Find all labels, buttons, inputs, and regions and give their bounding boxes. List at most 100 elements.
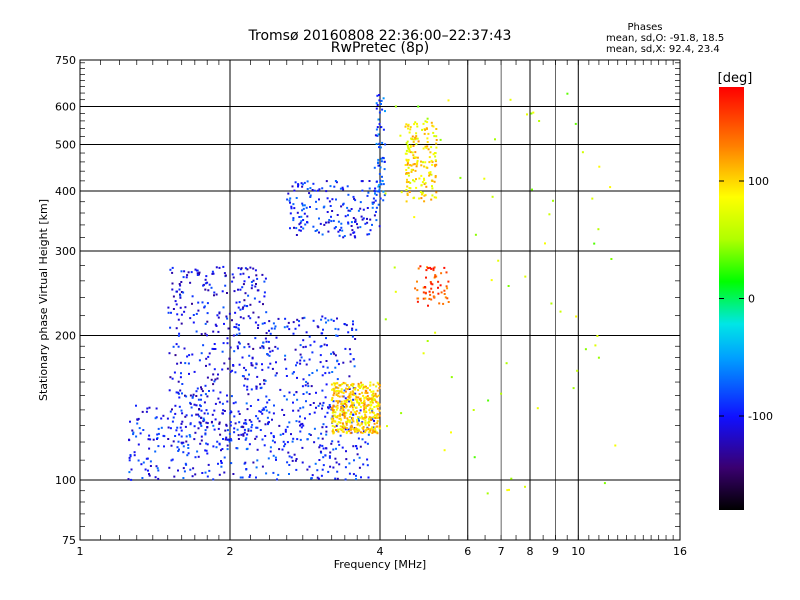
data-point xyxy=(232,473,235,475)
data-point xyxy=(362,463,365,466)
data-point xyxy=(399,134,402,137)
data-point xyxy=(193,438,196,441)
data-point xyxy=(237,267,240,270)
data-point xyxy=(211,272,214,275)
data-point xyxy=(321,187,324,190)
data-point xyxy=(272,322,275,325)
data-point xyxy=(346,384,349,386)
data-point xyxy=(242,433,245,436)
data-point xyxy=(380,183,383,186)
data-point xyxy=(334,429,337,431)
data-point xyxy=(423,194,426,197)
data-point xyxy=(381,108,384,111)
data-point xyxy=(319,450,322,453)
data-point xyxy=(312,319,315,322)
data-point xyxy=(217,462,219,465)
data-point xyxy=(435,191,438,194)
data-point xyxy=(246,378,249,381)
data-point xyxy=(308,335,311,338)
data-point xyxy=(347,409,350,412)
data-point xyxy=(267,366,270,369)
data-point xyxy=(424,291,427,294)
data-point xyxy=(375,425,378,428)
data-point xyxy=(349,360,352,363)
data-point xyxy=(298,420,301,423)
data-point xyxy=(292,371,295,374)
data-point xyxy=(377,118,380,121)
data-point xyxy=(377,394,380,397)
data-point xyxy=(372,197,375,200)
data-point xyxy=(238,332,241,335)
data-point xyxy=(254,269,257,272)
data-point xyxy=(299,353,302,356)
data-point xyxy=(200,439,203,442)
data-point xyxy=(261,465,264,468)
data-point xyxy=(332,382,335,385)
data-point xyxy=(328,371,331,374)
data-point xyxy=(301,204,304,207)
data-point xyxy=(355,474,357,477)
data-point xyxy=(274,325,277,328)
data-point xyxy=(213,368,216,371)
data-point xyxy=(334,226,337,228)
data-point xyxy=(247,315,250,318)
data-point xyxy=(169,326,172,329)
data-point xyxy=(270,327,273,330)
data-point xyxy=(195,269,198,272)
data-point xyxy=(191,396,194,399)
data-point xyxy=(353,411,356,414)
data-point xyxy=(358,386,361,389)
data-point xyxy=(336,407,339,410)
data-point xyxy=(247,428,250,431)
data-point xyxy=(235,323,238,326)
data-point xyxy=(204,332,207,335)
data-point xyxy=(302,227,305,230)
data-point xyxy=(306,438,309,441)
data-point xyxy=(128,471,131,474)
data-point xyxy=(377,416,380,419)
data-point xyxy=(238,324,240,327)
data-point xyxy=(197,301,200,304)
data-point xyxy=(353,427,356,429)
data-point xyxy=(170,311,172,314)
data-point xyxy=(129,420,131,423)
data-point xyxy=(428,290,431,293)
y-tick-label: 200 xyxy=(55,330,76,343)
data-point xyxy=(378,190,381,193)
data-point xyxy=(190,414,193,417)
data-point xyxy=(491,195,494,198)
data-point xyxy=(226,400,229,403)
data-point xyxy=(432,291,434,294)
data-point xyxy=(323,205,326,208)
data-point xyxy=(410,170,413,173)
data-point xyxy=(510,477,513,480)
data-point xyxy=(206,443,209,446)
data-point xyxy=(229,424,232,427)
data-point xyxy=(330,318,333,321)
data-point xyxy=(259,410,262,413)
data-point xyxy=(371,398,374,401)
data-point xyxy=(472,409,475,411)
data-point xyxy=(255,415,258,418)
data-point xyxy=(166,417,169,420)
data-point xyxy=(355,428,358,430)
data-point xyxy=(331,409,334,412)
data-point xyxy=(248,345,251,348)
data-point xyxy=(284,443,287,446)
data-point xyxy=(222,306,225,309)
data-point xyxy=(196,274,199,276)
data-point xyxy=(287,321,290,324)
data-point xyxy=(130,468,133,471)
x-tick-label: 8 xyxy=(527,545,534,558)
data-point xyxy=(332,319,335,322)
data-point xyxy=(191,295,194,298)
data-point xyxy=(544,242,546,245)
data-point xyxy=(379,179,382,182)
data-point xyxy=(362,430,365,433)
data-point xyxy=(194,431,197,434)
data-point xyxy=(425,269,428,272)
data-point xyxy=(323,343,326,346)
data-point xyxy=(357,437,360,440)
data-point xyxy=(325,190,328,193)
data-point xyxy=(243,299,246,302)
